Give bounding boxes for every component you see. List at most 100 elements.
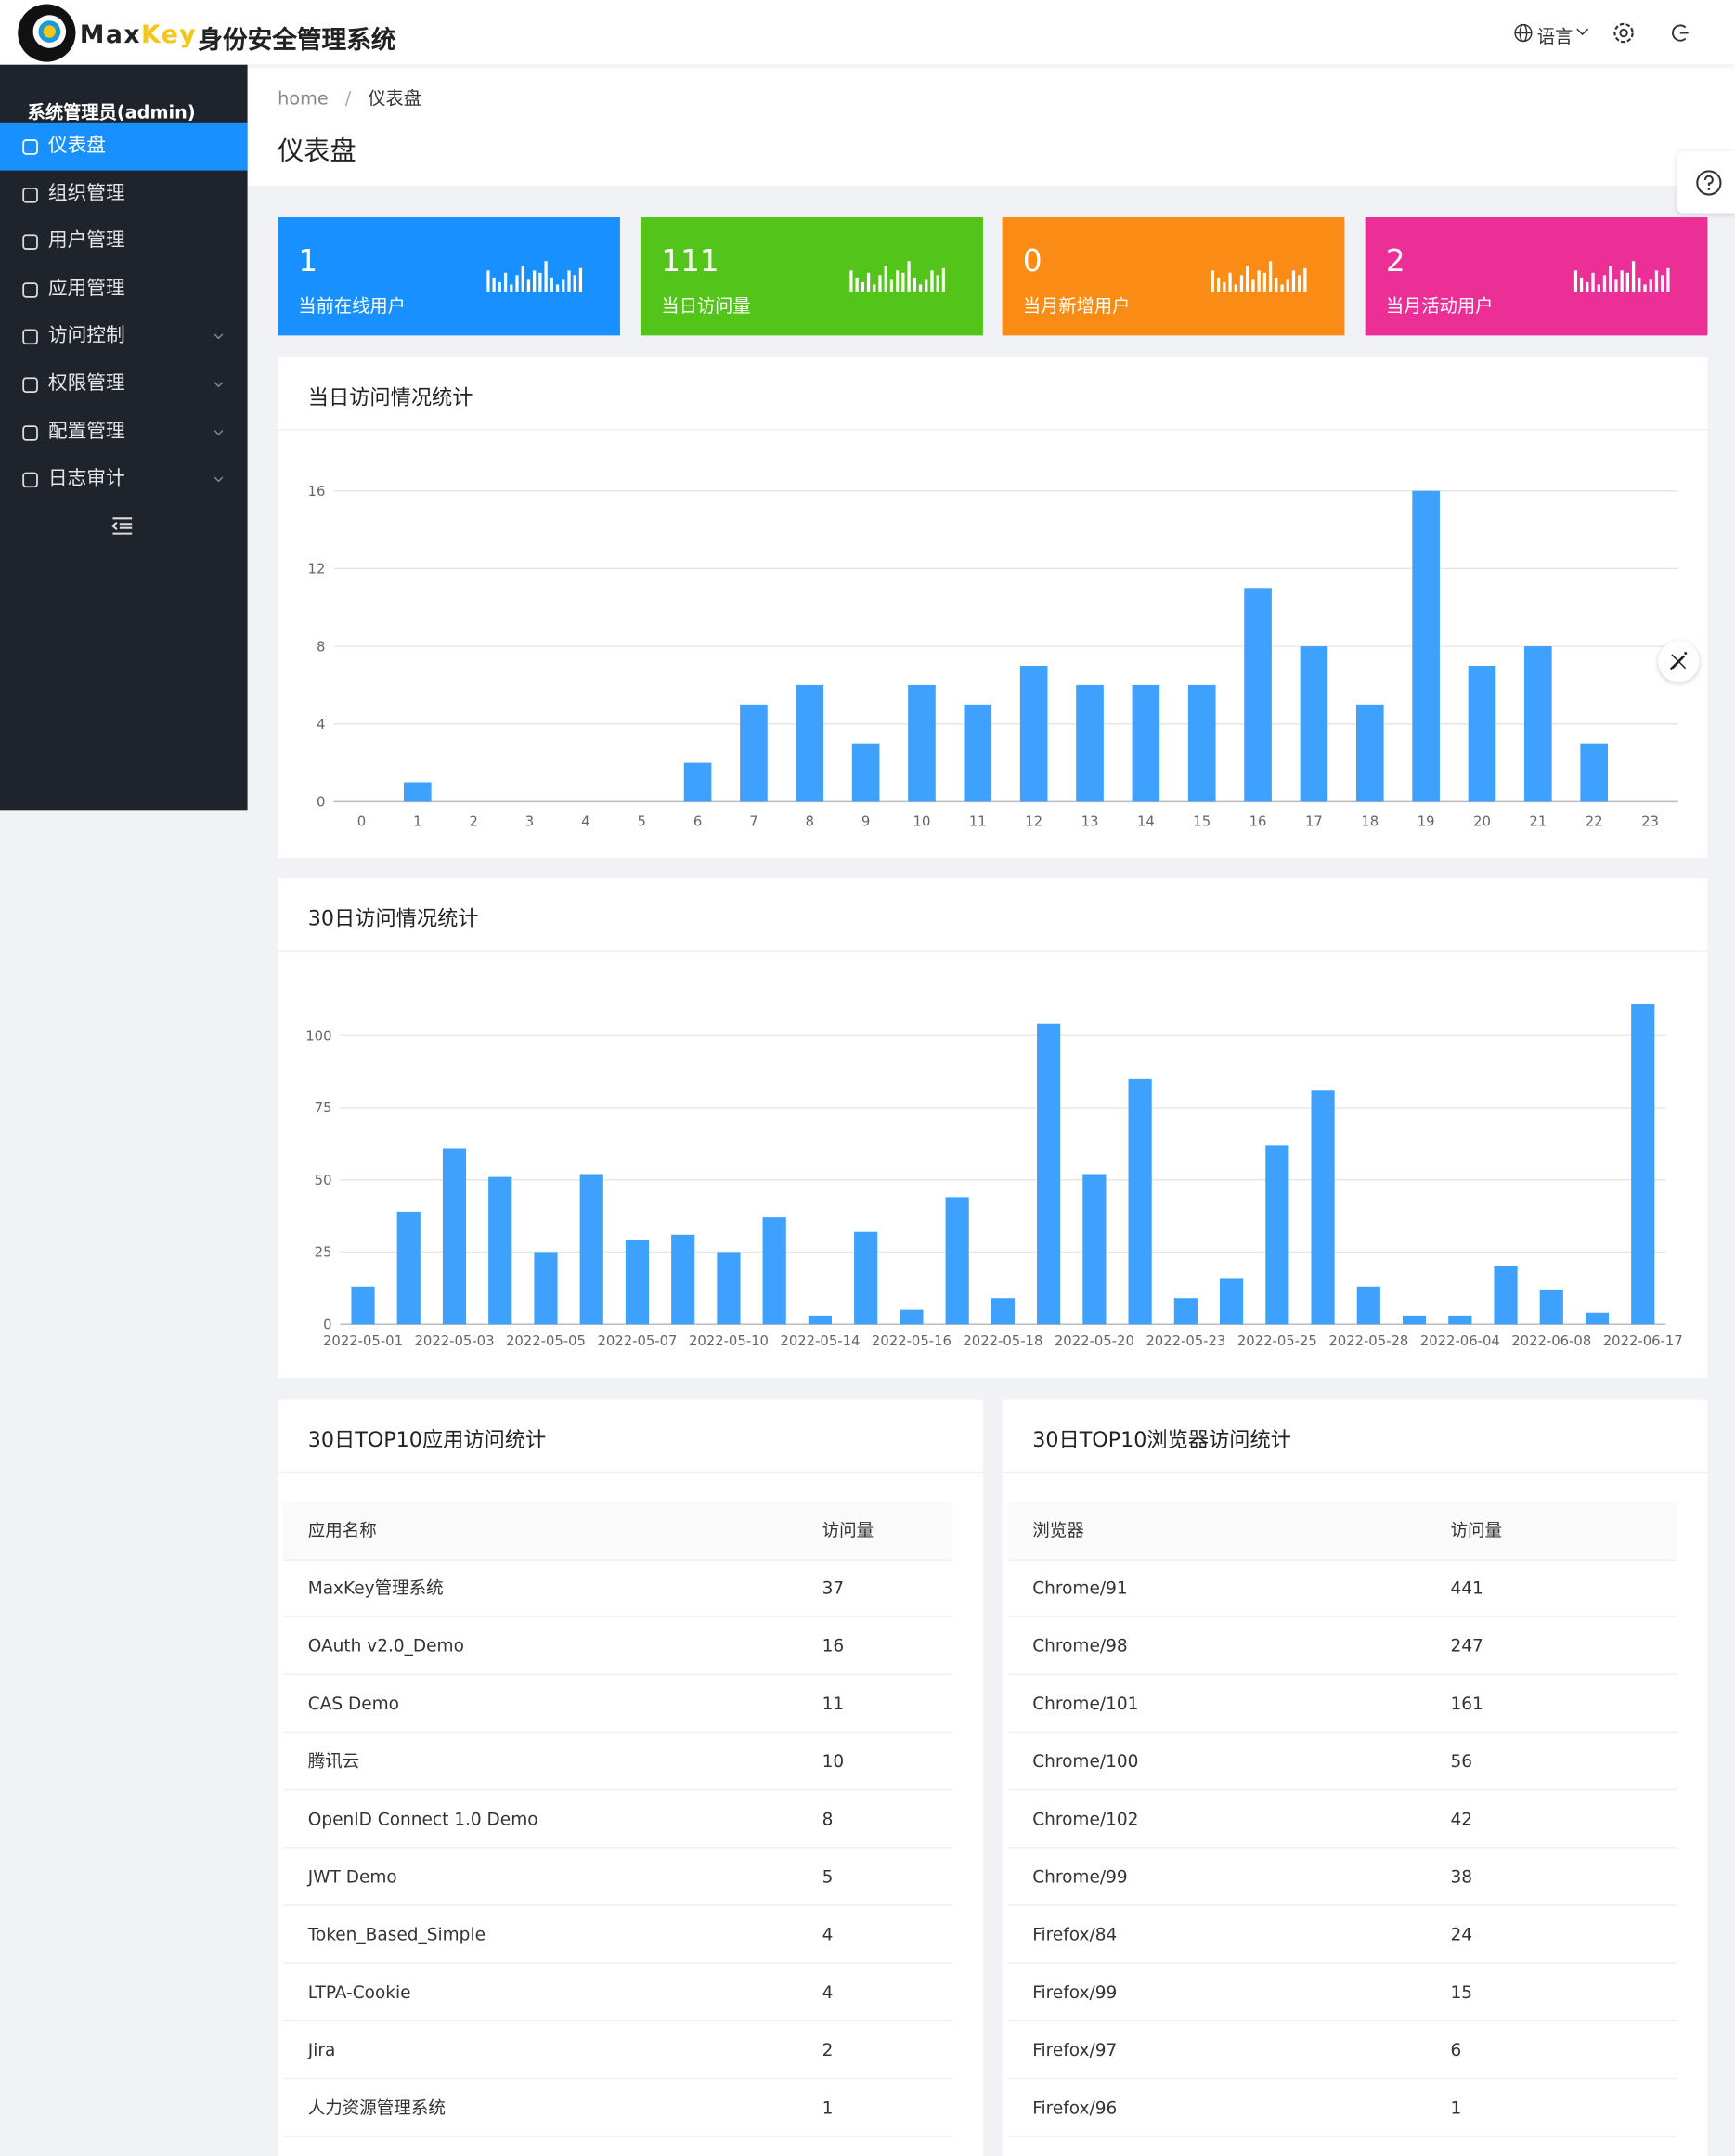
menu-item[interactable]: 组织管理 bbox=[0, 170, 248, 218]
table-cell-count: 37 bbox=[822, 1577, 845, 1598]
x-tick-label: 2022-05-14 bbox=[780, 1333, 860, 1349]
menu-item[interactable]: 应用管理 bbox=[0, 266, 248, 314]
bar bbox=[964, 704, 992, 802]
table-cell-name: CAS Demo bbox=[307, 1693, 399, 1714]
x-tick-label: 2 bbox=[469, 813, 477, 829]
bar bbox=[1448, 1315, 1472, 1325]
bar bbox=[1076, 684, 1104, 802]
sparkline-bar bbox=[1649, 279, 1652, 292]
menu-item[interactable]: 仪表盘 bbox=[0, 122, 248, 171]
logout-icon[interactable] bbox=[1670, 23, 1690, 43]
bar bbox=[404, 782, 432, 802]
x-tick-label: 13 bbox=[1081, 813, 1099, 829]
sparkline-bar bbox=[1268, 261, 1273, 292]
sparkline-bar bbox=[526, 279, 531, 292]
sparkline-bar bbox=[515, 275, 519, 292]
y-tick-label: 12 bbox=[308, 562, 326, 578]
bar bbox=[534, 1252, 558, 1325]
table-cell-count: 2 bbox=[822, 2039, 834, 2060]
bar bbox=[945, 1197, 969, 1325]
x-tick-label: 2022-05-20 bbox=[1055, 1333, 1134, 1349]
stat-label: 当日访问量 bbox=[661, 296, 751, 318]
sparkline-bar bbox=[936, 275, 939, 292]
bar bbox=[671, 1234, 695, 1325]
sparkline-bar bbox=[855, 277, 859, 292]
table-cell-count: 4 bbox=[822, 1923, 834, 1945]
breadcrumb-home[interactable]: home bbox=[278, 89, 329, 110]
sparkline-bar bbox=[1602, 275, 1607, 292]
bar bbox=[625, 1240, 650, 1325]
menu-icon bbox=[22, 330, 38, 345]
logo-key: Key bbox=[141, 20, 198, 50]
settings-icon[interactable] bbox=[1612, 20, 1637, 45]
stat-card: 2 当月活动用户 bbox=[1365, 216, 1708, 336]
header: MaxKey 身份安全管理系统 语言 bbox=[0, 0, 1735, 65]
menu-label: 仪表盘 bbox=[47, 135, 107, 157]
menu-label: 配置管理 bbox=[47, 420, 125, 443]
table-header: 访问量 bbox=[1450, 1519, 1503, 1540]
sparkline-bar bbox=[562, 279, 565, 292]
menu-label: 日志审计 bbox=[47, 467, 125, 490]
menu-item[interactable]: 用户管理 bbox=[0, 217, 248, 266]
table-cell-count: 4 bbox=[822, 1981, 834, 2003]
menu-chevron bbox=[214, 476, 224, 483]
globe-icon[interactable] bbox=[1514, 23, 1534, 43]
menu-item[interactable]: 权限管理 bbox=[0, 360, 248, 409]
magic-button[interactable] bbox=[1658, 641, 1700, 682]
x-tick-label: 2022-06-08 bbox=[1511, 1333, 1591, 1349]
bar bbox=[1412, 490, 1440, 802]
sparkline-bar bbox=[1586, 281, 1589, 292]
bar bbox=[854, 1231, 878, 1325]
sparkline-bar bbox=[1654, 270, 1659, 292]
menu-item[interactable]: 配置管理 bbox=[0, 408, 248, 456]
chevron-shape bbox=[214, 382, 224, 388]
sparkline-bar bbox=[1234, 284, 1237, 292]
menu-label: 访问控制 bbox=[47, 325, 125, 347]
table-cell-name: Chrome/98 bbox=[1032, 1634, 1128, 1656]
sparkline-bar bbox=[1666, 267, 1670, 292]
bar bbox=[1265, 1145, 1289, 1325]
bar bbox=[1311, 1090, 1335, 1325]
table-header: 访问量 bbox=[822, 1519, 874, 1540]
stat-value: 1 bbox=[298, 244, 318, 279]
bar bbox=[1539, 1289, 1563, 1325]
page-title: 仪表盘 bbox=[278, 136, 356, 167]
table-title: 30日TOP10浏览器访问统计 bbox=[1032, 1427, 1291, 1452]
table-cell-name: 腾讯云 bbox=[307, 1750, 360, 1772]
x-tick-label: 10 bbox=[913, 813, 931, 829]
bar bbox=[991, 1298, 1015, 1325]
collapse-icon[interactable] bbox=[110, 515, 135, 535]
table-cell-count: 1 bbox=[822, 2097, 834, 2118]
y-tick-label: 0 bbox=[323, 1317, 331, 1332]
bar bbox=[1019, 665, 1048, 802]
table-row-border bbox=[283, 1616, 953, 1617]
sparkline-bar bbox=[544, 261, 548, 292]
bar bbox=[1585, 1312, 1610, 1325]
x-tick-label: 2022-05-28 bbox=[1328, 1333, 1408, 1349]
table-row-border bbox=[283, 2020, 953, 2022]
bar bbox=[1631, 1003, 1655, 1325]
menu-item[interactable]: 日志审计 bbox=[0, 455, 248, 503]
menu-icon bbox=[22, 139, 38, 155]
language-switch[interactable]: 语言 bbox=[1536, 27, 1573, 48]
menu-chevron bbox=[214, 382, 224, 388]
sparkline-icon bbox=[1211, 261, 1307, 292]
sparkline-bar bbox=[1211, 270, 1215, 292]
help-button[interactable] bbox=[1677, 150, 1735, 214]
y-tick-label: 50 bbox=[315, 1173, 332, 1188]
sparkline-bar bbox=[1298, 275, 1301, 292]
menu-icon bbox=[22, 234, 38, 251]
menu-item[interactable]: 访问控制 bbox=[0, 313, 248, 361]
breadcrumb: home / 仪表盘 bbox=[278, 84, 421, 110]
table-cell-count: 42 bbox=[1450, 1808, 1473, 1829]
bar bbox=[1494, 1266, 1518, 1325]
sparkline-bar bbox=[1303, 267, 1307, 292]
help-icon bbox=[1696, 170, 1722, 196]
stat-label: 当月活动用户 bbox=[1385, 296, 1494, 318]
table-row-border bbox=[283, 1788, 953, 1791]
icon-shape bbox=[22, 139, 38, 155]
x-tick-label: 3 bbox=[525, 813, 534, 829]
bar bbox=[1300, 646, 1328, 802]
x-tick-label: 2022-05-03 bbox=[415, 1333, 495, 1349]
